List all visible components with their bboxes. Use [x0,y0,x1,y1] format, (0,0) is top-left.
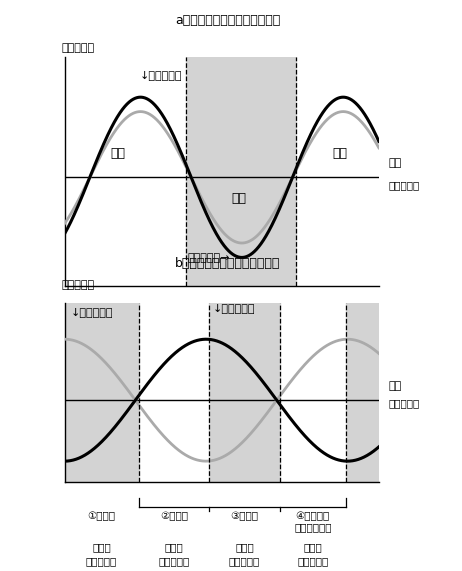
Text: 低成長: 低成長 [304,542,322,552]
Text: 高インフレ: 高インフレ [229,556,260,566]
Text: 平均: 平均 [388,158,401,168]
Bar [346,303,379,482]
Text: 高インフレ: 高インフレ [297,556,328,566]
Text: ③過熱期: ③過熱期 [231,511,259,521]
Text: 低インフレ: 低インフレ [158,556,189,566]
Text: レーション期: レーション期 [294,522,332,532]
Bar [209,303,280,482]
Text: ②回復期: ②回復期 [160,511,188,521]
Text: ↓経済成長率: ↓経済成長率 [213,304,255,315]
Text: インフレ率→: インフレ率→ [187,252,230,263]
Text: b）　タイム・ラグがある場合: b） タイム・ラグがある場合 [176,258,281,270]
Text: （基準値）: （基準値） [388,180,419,190]
Bar [186,57,296,286]
Text: 平均: 平均 [388,381,401,391]
Text: 低成長: 低成長 [92,542,111,552]
Text: ↓経済成長率: ↓経済成長率 [140,71,182,81]
Text: ④スタグフ: ④スタグフ [296,511,330,521]
Text: 高成長: 高成長 [235,542,254,552]
Text: ↓インフレ率: ↓インフレ率 [71,308,114,318]
Text: a）　タイム・ラグがない場合: a） タイム・ラグがない場合 [176,14,281,27]
Text: ①後退期: ①後退期 [88,511,116,521]
Text: 不況: 不況 [231,192,247,205]
Text: 高成長: 高成長 [164,542,183,552]
Text: （基準値）: （基準値） [388,399,419,408]
Bar [65,303,139,482]
Text: （伸び率）: （伸び率） [61,42,95,53]
Text: 好況: 好況 [332,147,347,159]
Text: 好況: 好況 [110,147,126,159]
Text: 低インフレ: 低インフレ [86,556,117,566]
Text: （伸び率）: （伸び率） [61,280,95,290]
